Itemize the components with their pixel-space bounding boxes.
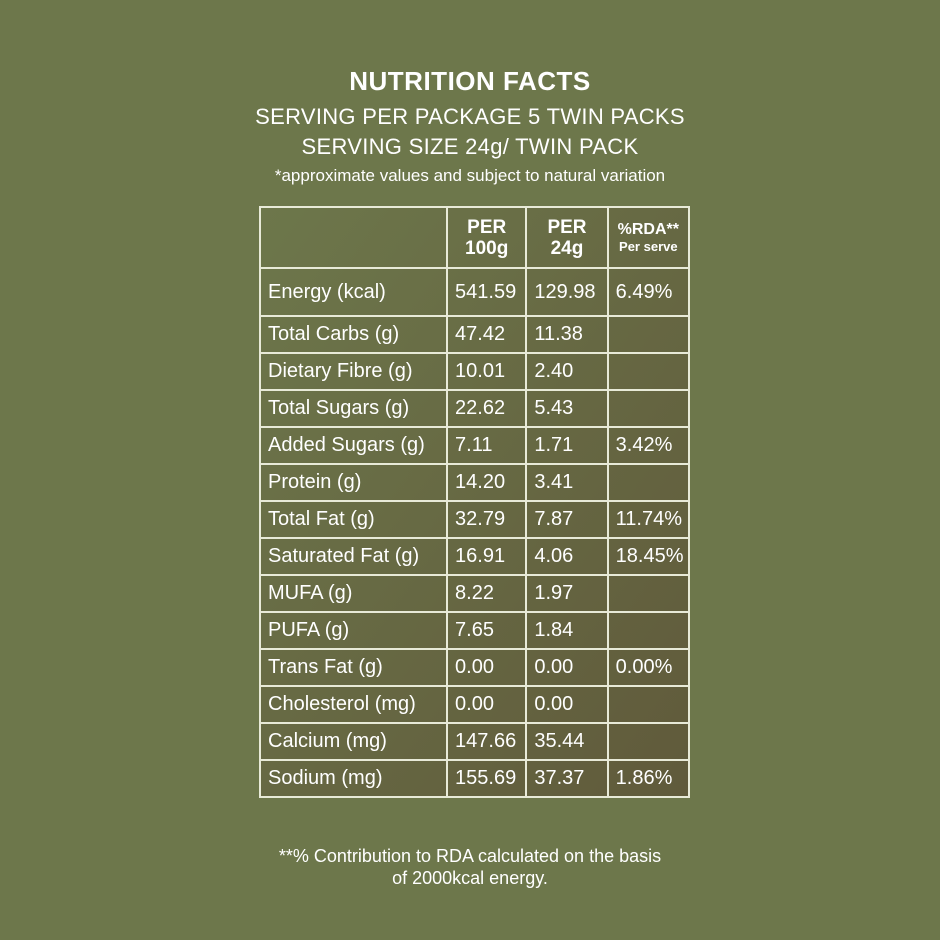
nutrient-name: Calcium (mg) — [258, 722, 449, 761]
table-row: Trans Fat (g) 0.00 0.00 0.00% — [258, 648, 691, 687]
value-per-24g: 1.97 — [525, 574, 609, 613]
table-row: Cholesterol (mg) 0.00 0.00 — [258, 685, 691, 724]
nutrient-name: Sodium (mg) — [258, 759, 449, 798]
value-rda: 6.49% — [606, 267, 691, 317]
value-per-100g: 147.66 — [446, 722, 528, 761]
value-per-100g: 7.11 — [446, 426, 528, 465]
header-per-24g-line2: 24g — [550, 237, 584, 259]
header-blank-cell — [258, 206, 449, 269]
header-per-100g: PER 100g — [446, 206, 528, 269]
value-per-24g: 37.37 — [525, 759, 609, 798]
value-rda — [606, 463, 691, 502]
header-per-24g-line1: PER — [547, 216, 587, 238]
value-per-100g: 8.22 — [446, 574, 528, 613]
value-per-100g: 47.42 — [446, 315, 528, 354]
nutrient-name: Added Sugars (g) — [258, 426, 449, 465]
serving-per-package: SERVING PER PACKAGE 5 TWIN PACKS — [255, 104, 685, 129]
serving-size: SERVING SIZE 24g/ TWIN PACK — [301, 134, 639, 159]
nutrient-name: Saturated Fat (g) — [258, 537, 449, 576]
rda-footnote-line2: of 2000kcal energy. — [392, 868, 548, 888]
nutrient-name: Energy (kcal) — [258, 267, 449, 317]
table-row: Dietary Fibre (g) 10.01 2.40 — [258, 352, 691, 391]
value-per-24g: 1.84 — [525, 611, 609, 650]
nutrient-name: Cholesterol (mg) — [258, 685, 449, 724]
rda-footnote-line1: **% Contribution to RDA calculated on th… — [278, 846, 662, 866]
nutrient-name: Protein (g) — [258, 463, 449, 502]
value-rda: 1.86% — [606, 759, 691, 798]
value-rda — [606, 315, 691, 354]
nutrient-name: MUFA (g) — [258, 574, 449, 613]
value-per-24g: 7.87 — [525, 500, 609, 539]
value-rda: 3.42% — [606, 426, 691, 465]
value-per-24g: 35.44 — [525, 722, 609, 761]
value-per-100g: 32.79 — [446, 500, 528, 539]
table-row: Total Carbs (g) 47.42 11.38 — [258, 315, 691, 354]
nutrient-name: Trans Fat (g) — [258, 648, 449, 687]
value-per-24g: 129.98 — [525, 267, 609, 317]
value-per-100g: 7.65 — [446, 611, 528, 650]
value-rda: 11.74% — [606, 500, 691, 539]
header-rda-line1: %RDA** — [617, 220, 679, 238]
table-row: Total Fat (g) 32.79 7.87 11.74% — [258, 500, 691, 539]
table-row: Energy (kcal) 541.59 129.98 6.49% — [258, 267, 691, 317]
page-title: NUTRITION FACTS — [349, 66, 591, 96]
value-per-24g: 0.00 — [525, 648, 609, 687]
value-per-24g: 11.38 — [525, 315, 609, 354]
table-row: Calcium (mg) 147.66 35.44 — [258, 722, 691, 761]
nutrient-name: Dietary Fibre (g) — [258, 352, 449, 391]
value-per-24g: 5.43 — [525, 389, 609, 428]
table-row: Protein (g) 14.20 3.41 — [258, 463, 691, 502]
header-rda-line2: Per serve — [619, 238, 678, 254]
value-rda: 0.00% — [606, 648, 691, 687]
nutrient-name: Total Fat (g) — [258, 500, 449, 539]
approximation-note: *approximate values and subject to natur… — [274, 166, 666, 185]
value-per-24g: 2.40 — [525, 352, 609, 391]
nutrient-name: PUFA (g) — [258, 611, 449, 650]
header-per-24g: PER 24g — [525, 206, 609, 269]
header-per-100g-line1: PER — [467, 216, 507, 238]
value-rda — [606, 574, 691, 613]
table-row: Saturated Fat (g) 16.91 4.06 18.45% — [258, 537, 691, 576]
table-row: Added Sugars (g) 7.11 1.71 3.42% — [258, 426, 691, 465]
table-row: Total Sugars (g) 22.62 5.43 — [258, 389, 691, 428]
value-per-100g: 22.62 — [446, 389, 528, 428]
value-per-100g: 10.01 — [446, 352, 528, 391]
nutrition-table: PER 100g PER 24g %RDA** Per serve Energy… — [258, 206, 691, 798]
value-per-24g: 1.71 — [525, 426, 609, 465]
value-per-100g: 16.91 — [446, 537, 528, 576]
value-rda: 18.45% — [606, 537, 691, 576]
table-row: PUFA (g) 7.65 1.84 — [258, 611, 691, 650]
table-header-row: PER 100g PER 24g %RDA** Per serve — [258, 206, 691, 269]
value-per-100g: 0.00 — [446, 648, 528, 687]
table-row: MUFA (g) 8.22 1.97 — [258, 574, 691, 613]
table-row: Sodium (mg) 155.69 37.37 1.86% — [258, 759, 691, 798]
value-per-24g: 0.00 — [525, 685, 609, 724]
value-per-100g: 541.59 — [446, 267, 528, 317]
value-rda — [606, 352, 691, 391]
nutrient-name: Total Carbs (g) — [258, 315, 449, 354]
value-per-100g: 14.20 — [446, 463, 528, 502]
value-per-100g: 155.69 — [446, 759, 528, 798]
value-per-24g: 4.06 — [525, 537, 609, 576]
rda-footnote: **% Contribution to RDA calculated on th… — [0, 845, 940, 889]
value-rda — [606, 685, 691, 724]
value-per-24g: 3.41 — [525, 463, 609, 502]
value-rda — [606, 722, 691, 761]
value-per-100g: 0.00 — [446, 685, 528, 724]
nutrition-table-body: Energy (kcal) 541.59 129.98 6.49% Total Carb… — [258, 267, 691, 798]
nutrient-name: Total Sugars (g) — [258, 389, 449, 428]
header-per-100g-line2: 100g — [465, 237, 509, 259]
value-rda — [606, 389, 691, 428]
header-rda: %RDA** Per serve — [606, 206, 691, 269]
value-rda — [606, 611, 691, 650]
